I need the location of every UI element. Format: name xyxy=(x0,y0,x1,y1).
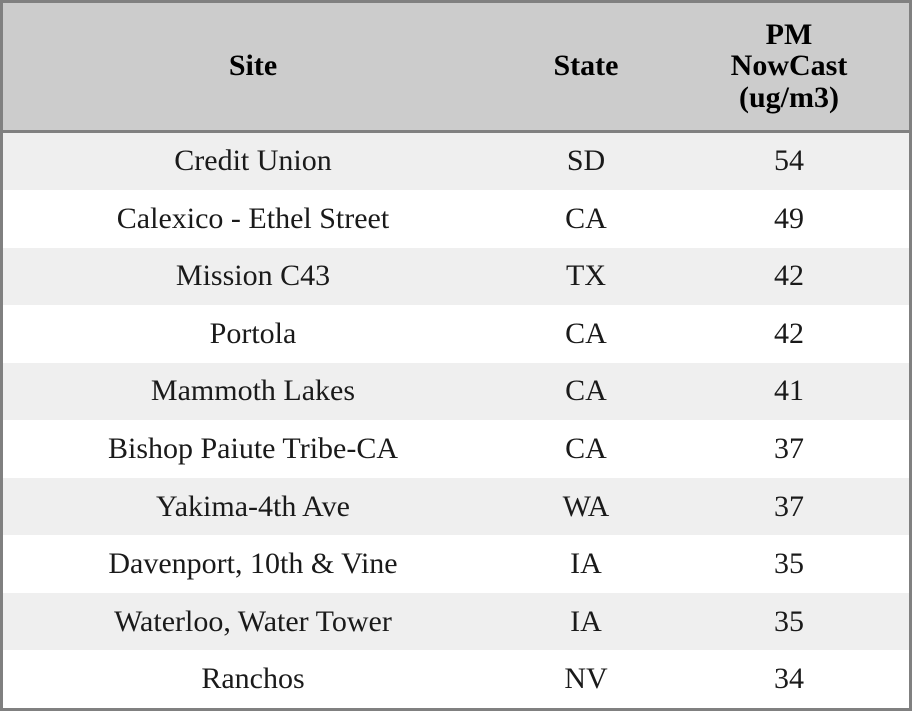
cell-pm: 34 xyxy=(669,650,909,708)
cell-state: TX xyxy=(503,247,669,306)
column-header-pm-nowcast: PM NowCast (ug/m3) xyxy=(669,3,909,133)
cell-state: CA xyxy=(503,420,669,478)
column-header-site: Site xyxy=(3,3,503,133)
table-row: Yakima-4th Ave WA 37 xyxy=(3,477,909,536)
cell-state: CA xyxy=(503,305,669,363)
cell-pm: 37 xyxy=(669,420,909,478)
cell-state: IA xyxy=(503,535,669,593)
table-body: Credit Union SD 54 Calexico - Ethel Street C… xyxy=(3,131,909,708)
cell-site: Calexico - Ethel Street xyxy=(3,190,503,248)
table-row: Credit Union SD 54 xyxy=(3,131,909,191)
cell-state: WA xyxy=(503,477,669,536)
column-header-pm-nowcast-line-3: (ug/m3) xyxy=(739,81,839,115)
cell-pm: 35 xyxy=(669,592,909,651)
cell-site: Ranchos xyxy=(3,650,503,708)
cell-site: Portola xyxy=(3,305,503,363)
cell-site: Credit Union xyxy=(3,131,503,191)
table-row: Waterloo, Water Tower IA 35 xyxy=(3,592,909,651)
cell-pm: 49 xyxy=(669,190,909,248)
column-header-state-line-1: State xyxy=(553,49,619,83)
table-row: Bishop Paiute Tribe-CA CA 37 xyxy=(3,420,909,478)
pm-nowcast-table: Site State PM NowCast (ug/m3) Credit Uni… xyxy=(3,3,909,708)
cell-pm: 41 xyxy=(669,362,909,421)
cell-state: SD xyxy=(503,131,669,191)
table-header-row: Site State PM NowCast (ug/m3) xyxy=(3,3,909,133)
cell-pm: 37 xyxy=(669,477,909,536)
cell-state: CA xyxy=(503,190,669,248)
cell-site: Davenport, 10th & Vine xyxy=(3,535,503,593)
table-row: Calexico - Ethel Street CA 49 xyxy=(3,190,909,248)
column-header-site-line-1: Site xyxy=(228,49,278,83)
column-header-state: State xyxy=(503,3,669,133)
table-header: Site State PM NowCast (ug/m3) xyxy=(3,3,909,133)
table-row: Mammoth Lakes CA 41 xyxy=(3,362,909,421)
table-row: Mission C43 TX 42 xyxy=(3,247,909,306)
cell-state: IA xyxy=(503,592,669,651)
table-row: Portola CA 42 xyxy=(3,305,909,363)
table-row: Ranchos NV 34 xyxy=(3,650,909,708)
cell-pm: 54 xyxy=(669,131,909,191)
cell-pm: 42 xyxy=(669,247,909,306)
cell-state: CA xyxy=(503,362,669,421)
cell-site: Mammoth Lakes xyxy=(3,362,503,421)
cell-pm: 42 xyxy=(669,305,909,363)
cell-site: Yakima-4th Ave xyxy=(3,477,503,536)
cell-state: NV xyxy=(503,650,669,708)
cell-pm: 35 xyxy=(669,535,909,593)
cell-site: Bishop Paiute Tribe-CA xyxy=(3,420,503,478)
cell-site: Waterloo, Water Tower xyxy=(3,592,503,651)
column-header-pm-nowcast-line-1: PM xyxy=(765,17,813,51)
table-row: Davenport, 10th & Vine IA 35 xyxy=(3,535,909,593)
column-header-pm-nowcast-line-2: NowCast xyxy=(730,49,848,83)
cell-site: Mission C43 xyxy=(3,247,503,306)
